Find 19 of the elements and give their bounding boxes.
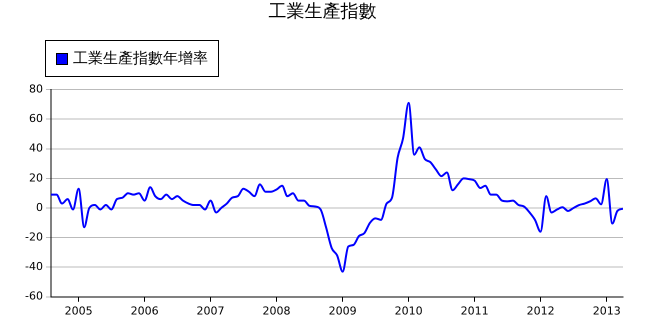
y-tick-label: -60 (25, 290, 43, 303)
x-tick-label: 2010 (394, 304, 423, 318)
y-tick-label: 80 (28, 82, 43, 96)
chart-title: 工業生產指數 (268, 0, 378, 24)
y-tick-label: 40 (28, 142, 43, 155)
x-tick-label: 2006 (130, 304, 159, 318)
x-tick-label: 2007 (196, 304, 225, 318)
y-tick-label: -20 (25, 230, 43, 244)
y-tick-label: 20 (28, 171, 43, 184)
legend-label: 工業生產指數年增率 (73, 49, 208, 68)
x-tick-label: 2011 (460, 304, 489, 318)
y-tick-label: 0 (36, 200, 43, 214)
x-tick-label: 2009 (328, 304, 357, 318)
y-tick-label: -40 (25, 260, 43, 274)
x-tick-label: 2012 (526, 304, 555, 318)
x-tick-label: 2005 (64, 304, 93, 318)
x-tick-label: 2013 (592, 304, 621, 318)
x-tick-label: 2008 (262, 304, 291, 318)
y-tick-label: 60 (28, 112, 43, 126)
